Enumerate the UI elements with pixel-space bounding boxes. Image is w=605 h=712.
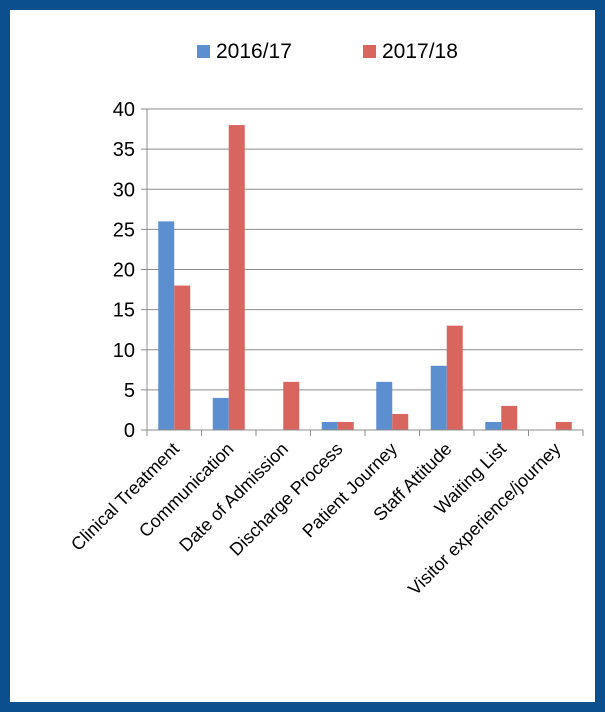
y-tick-label: 15 <box>113 300 135 322</box>
axes <box>141 108 584 436</box>
bars <box>158 125 572 431</box>
y-tick-label: 40 <box>113 99 135 121</box>
bar-series-2 <box>501 405 518 430</box>
y-tick-label: 30 <box>113 179 135 201</box>
y-tick-labels: 0 5 10 15 20 25 30 35 40 <box>113 99 135 442</box>
bar-series-1 <box>158 221 175 430</box>
gridlines <box>147 108 583 391</box>
legend-label: 2016/17 <box>216 40 292 63</box>
bar-series-1 <box>485 421 502 430</box>
bar-series-1 <box>212 397 229 430</box>
bar-series-2 <box>392 413 409 430</box>
y-tick-label: 0 <box>124 420 135 442</box>
legend-swatch <box>363 45 376 58</box>
bar-series-2 <box>283 381 300 430</box>
bar-series-1 <box>430 365 447 430</box>
bar-series-2 <box>228 125 245 431</box>
bar-series-2 <box>555 421 572 430</box>
x-tick-label: Communication <box>135 439 238 542</box>
y-tick-label: 35 <box>113 139 135 161</box>
bar-series-1 <box>321 421 338 430</box>
bar-series-2 <box>446 325 463 430</box>
legend-swatch <box>197 45 210 58</box>
y-tick-label: 20 <box>113 260 135 282</box>
x-tick-label: Patient Journey <box>298 439 401 542</box>
y-tick-label: 10 <box>113 340 135 362</box>
legend-label: 2017/18 <box>382 40 458 63</box>
legend: 2016/17 2017/18 <box>197 40 458 63</box>
bar-series-1 <box>376 381 393 430</box>
y-tick-label: 5 <box>124 380 135 402</box>
y-tick-label: 25 <box>113 219 135 241</box>
bar-series-2 <box>337 421 354 430</box>
bar-series-2 <box>174 285 191 430</box>
